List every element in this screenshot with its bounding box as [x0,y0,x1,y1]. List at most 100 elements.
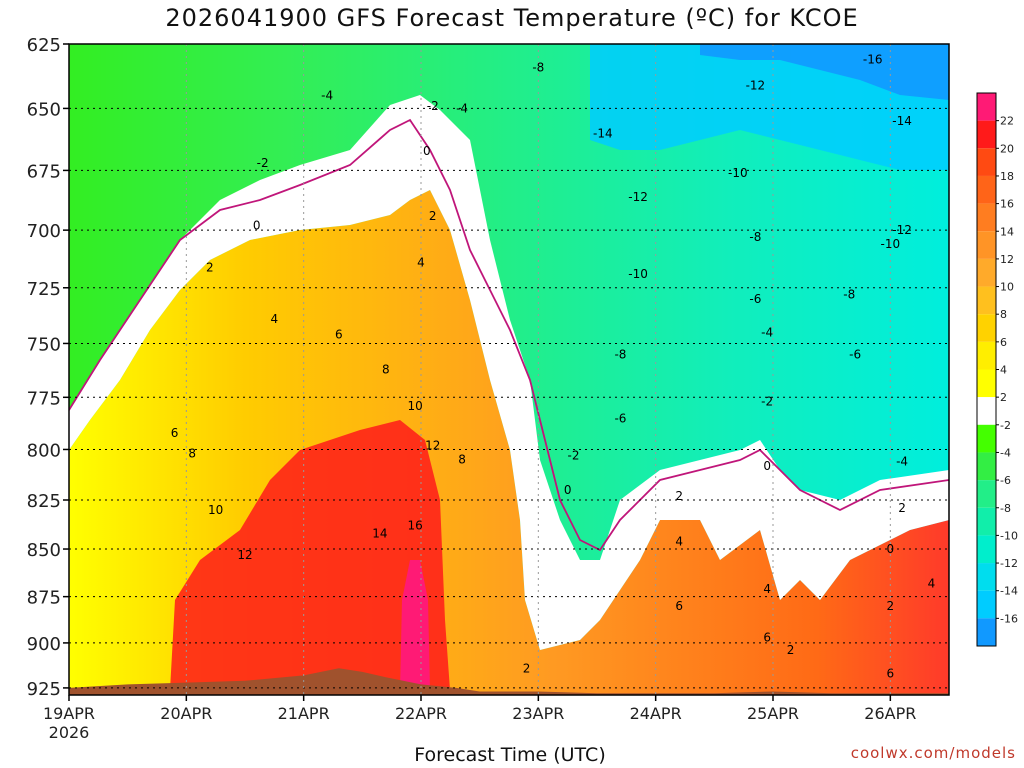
colorbar-label: -4 [1000,446,1011,459]
colorbar-label: -12 [1000,557,1018,570]
colorbar-swatch [977,618,996,646]
contour-label: 6 [171,426,179,440]
contour-label: -2 [761,395,773,409]
colorbar-swatch [977,590,996,619]
x-tick-label: 19APR [43,704,95,723]
colorbar-swatch [977,507,996,536]
y-tick-label: 900 [27,634,61,655]
surface-terrain [69,668,949,695]
colorbar-label: 6 [1000,336,1007,349]
contour-label: -10 [628,267,648,281]
x-tick-label: 22APR [395,704,447,723]
colorbar-swatch [977,231,996,259]
y-tick-label: 625 [27,35,61,56]
contour-label: 4 [675,534,683,548]
x-tick-label: 23APR [512,704,564,723]
hottest-core [400,560,430,690]
contour-label: -12 [892,223,912,237]
colorbar-label: 8 [1000,308,1007,321]
contour-label: -2 [427,99,439,113]
contour-label: -12 [746,79,766,93]
contour-label: 12 [237,548,252,562]
colorbar-swatch [977,93,996,121]
contour-labels: -16-12-14-14-8-4-2 -4-2002-10-12-12-10-8-… [171,53,935,681]
colorbar-swatch [977,341,996,370]
contour-label: 2 [429,209,437,223]
contour-label: -8 [843,288,855,302]
colorbar-swatch [977,203,996,232]
contour-label: -4 [896,455,908,469]
x-tick-year-label: 2026 [49,723,90,742]
colorbar-label: 14 [1000,225,1014,238]
contour-label: -4 [321,89,333,103]
contour-label: 14 [372,526,387,540]
contour-label: 8 [188,447,196,461]
contour-label: 10 [407,399,422,413]
y-tick-label: 675 [27,161,61,182]
x-tick-label: 21APR [278,704,330,723]
contour-label: 2 [523,661,531,675]
contour-label: -16 [863,53,883,67]
colorbar-label: 10 [1000,281,1014,294]
y-tick-label: 850 [27,540,61,561]
colorbar-label: -6 [1000,474,1011,487]
colorbar-label: -8 [1000,502,1011,515]
colorbar-swatch [977,258,996,287]
freezing-band [69,95,949,650]
y-tick-label: 925 [27,679,61,700]
contour-label: 4 [763,582,771,596]
colorbar-label: -16 [1000,612,1018,625]
y-tick-label: 650 [27,99,61,120]
contour-label: 2 [675,489,683,503]
colorbar-label: 12 [1000,253,1014,266]
contour-label: -2 [568,449,580,463]
contour-label: 2 [787,643,795,657]
colorbar-swatch [977,148,996,176]
contour-label: 0 [564,483,572,497]
contour-label: 2 [887,599,895,613]
colorbar-swatch [977,369,996,398]
contour-label: 4 [928,576,936,590]
y-tick-label: 725 [27,279,61,300]
colorbar-swatch [977,397,996,425]
contour-label: -14 [593,126,613,140]
grid-lines [69,44,949,695]
x-tick-label: 24APR [630,704,682,723]
contour-label: -10 [728,166,748,180]
colorbar-label: 4 [1000,364,1007,377]
credit-link[interactable]: coolwx.com/models [850,744,1016,762]
colorbar-label: 20 [1000,142,1014,155]
contour-label: 12 [425,438,440,452]
y-tick-label: 750 [27,334,61,355]
colorbar-label: 18 [1000,170,1014,183]
contour-label: 10 [208,503,223,517]
colorbar-swatch [977,424,996,453]
contour-label: -2 [257,156,269,170]
contour-label: -8 [614,347,626,361]
hot-core [170,420,450,690]
plot-area [69,44,949,695]
contour-label: 6 [335,328,343,342]
contour-label: -4 [761,325,773,339]
colorbar: 22 20 18 16 14 12 10 8 6 4 2 -2 -4 -6 -8 -10 -12 -14 -16 [976,92,1018,647]
contour-label: -4 [456,101,468,115]
x-tick-label: 25APR [747,704,799,723]
contour-label: 2 [898,501,906,515]
contour-label: 6 [887,667,895,681]
y-tick-label: 700 [27,221,61,242]
contour-label: 0 [763,459,771,473]
contour-label: 0 [253,218,261,232]
chart-title: 2026041900 GFS Forecast Temperature (ºC)… [165,4,859,32]
colorbar-swatch [977,175,996,204]
colorbar-label: -10 [1000,529,1018,542]
zero-degree-contour [69,118,949,552]
contour-label: -8 [749,230,761,244]
colorbar-swatch [977,563,996,591]
contour-label: 8 [382,363,390,377]
colorbar-swatch [977,120,996,149]
contour-label: -6 [614,411,626,425]
contour-label: 6 [675,599,683,613]
contour-label: 4 [271,312,279,326]
colorbar-swatch [977,480,996,508]
